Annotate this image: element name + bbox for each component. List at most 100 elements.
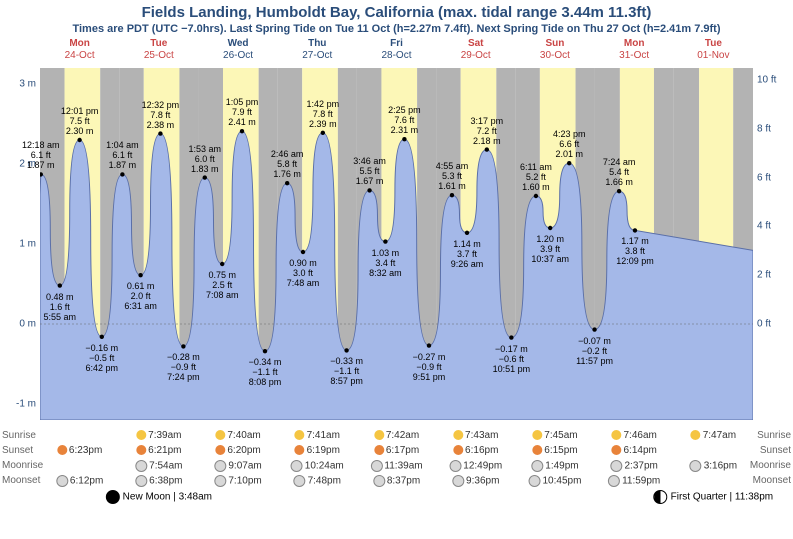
tide-annotation: −0.28 m−0.9 ft7:24 pm bbox=[167, 352, 200, 382]
tide-annotation: 1:04 am6.1 ft1.87 m bbox=[106, 140, 139, 170]
day-label: Sat29-Oct bbox=[436, 38, 515, 62]
moonrise-time: 1:49pm bbox=[531, 460, 578, 472]
tide-annotation: 0.75 m2.5 ft7:08 am bbox=[206, 270, 239, 300]
sunset-time: 6:14pm bbox=[611, 445, 656, 456]
moonset-time: 6:12pm bbox=[56, 475, 103, 487]
row-label: Moonrise bbox=[750, 460, 791, 471]
moonrise-time: 9:07am bbox=[214, 460, 261, 472]
sunrise-time: 7:42am bbox=[374, 430, 419, 441]
moon-phase: First Quarter | 11:38pm bbox=[654, 490, 773, 504]
sunset-icon bbox=[453, 445, 463, 455]
sunrise-time: 7:45am bbox=[532, 430, 577, 441]
sunset-time: 6:21pm bbox=[136, 445, 181, 456]
day-label: Tue01-Nov bbox=[674, 38, 753, 62]
tide-annotation: −0.33 m−1.1 ft8:57 pm bbox=[330, 356, 363, 386]
sunrise-icon bbox=[215, 430, 225, 440]
moonset-icon bbox=[528, 475, 540, 487]
tide-annotation: 0.48 m1.6 ft5:55 am bbox=[44, 292, 77, 322]
moonrise-icon bbox=[135, 460, 147, 472]
moonset-icon bbox=[294, 475, 306, 487]
y-tick-right: 8 ft bbox=[757, 123, 789, 134]
day-label: Thu27-Oct bbox=[278, 38, 357, 62]
y-tick-left: 1 m bbox=[4, 239, 36, 250]
moonset-time: 10:45pm bbox=[528, 475, 581, 487]
moonrise-time: 11:39am bbox=[370, 460, 422, 472]
day-label: Mon24-Oct bbox=[40, 38, 119, 62]
moonset-time: 11:59pm bbox=[608, 475, 660, 487]
sunrise-time: 7:41am bbox=[295, 430, 340, 441]
tide-annotation: 4:55 am5.3 ft1.61 m bbox=[436, 161, 469, 191]
day-label: Tue25-Oct bbox=[119, 38, 198, 62]
moon-phase-row: New Moon | 3:48amFirst Quarter | 11:38pm bbox=[40, 490, 753, 508]
moon-phase-icon bbox=[106, 490, 120, 504]
moonrise-icon bbox=[449, 460, 461, 472]
tide-annotation: 0.90 m3.0 ft7:48 am bbox=[287, 258, 320, 288]
moonrise-row: MoonriseMoonrise7:54am9:07am10:24am11:39… bbox=[40, 460, 753, 475]
moonset-icon bbox=[135, 475, 147, 487]
sunset-icon bbox=[57, 445, 67, 455]
moonrise-icon bbox=[690, 460, 702, 472]
sunset-time: 6:19pm bbox=[295, 445, 340, 456]
row-label: Moonrise bbox=[2, 460, 43, 471]
day-label: Wed26-Oct bbox=[198, 38, 277, 62]
moon-phase-icon bbox=[654, 490, 668, 504]
sunset-icon bbox=[532, 445, 542, 455]
sunset-icon bbox=[374, 445, 384, 455]
moonrise-time: 2:37pm bbox=[610, 460, 657, 472]
moonset-time: 7:48pm bbox=[294, 475, 341, 487]
tide-annotation: 3:17 pm7.2 ft2.18 m bbox=[471, 116, 504, 146]
sunrise-icon bbox=[611, 430, 621, 440]
tide-annotation: −0.27 m−0.9 ft9:51 pm bbox=[413, 352, 446, 382]
y-tick-right: 2 ft bbox=[757, 270, 789, 281]
sunrise-icon bbox=[374, 430, 384, 440]
tide-chart-svg bbox=[40, 40, 753, 420]
moonset-icon bbox=[452, 475, 464, 487]
day-label: Fri28-Oct bbox=[357, 38, 436, 62]
y-axis-right: 0 ft 2 ft 4 ft 6 ft 8 ft 10 ft bbox=[757, 40, 789, 420]
tide-annotation: 1.20 m3.9 ft10:37 am bbox=[531, 234, 569, 264]
tide-annotation: 12:32 pm7.8 ft2.38 m bbox=[142, 100, 180, 130]
tide-annotation: −0.07 m−0.2 ft11:57 pm bbox=[576, 336, 613, 366]
sunrise-icon bbox=[532, 430, 542, 440]
sunset-icon bbox=[295, 445, 305, 455]
sun-moon-table: SunriseSunrise7:39am7:40am7:41am7:42am7:… bbox=[40, 430, 753, 508]
y-tick-right: 0 ft bbox=[757, 319, 789, 330]
moonrise-icon bbox=[531, 460, 543, 472]
chart-title: Fields Landing, Humboldt Bay, California… bbox=[0, 4, 793, 21]
sunset-time: 6:20pm bbox=[215, 445, 260, 456]
sunset-icon bbox=[215, 445, 225, 455]
moonrise-icon bbox=[610, 460, 622, 472]
sunrise-time: 7:46am bbox=[611, 430, 656, 441]
moonset-icon bbox=[373, 475, 385, 487]
sunrise-time: 7:43am bbox=[453, 430, 498, 441]
y-tick-right: 4 ft bbox=[757, 221, 789, 232]
tide-annotation: −0.17 m−0.6 ft10:51 pm bbox=[493, 344, 531, 374]
row-label: Moonset bbox=[753, 475, 791, 486]
y-tick-right: 10 ft bbox=[757, 75, 789, 86]
tide-annotation: −0.34 m−1.1 ft8:08 pm bbox=[249, 357, 282, 387]
moonset-time: 6:38pm bbox=[135, 475, 182, 487]
tide-annotation: 4:23 pm6.6 ft2.01 m bbox=[553, 129, 586, 159]
sunset-row: SunsetSunset6:23pm6:21pm6:20pm6:19pm6:17… bbox=[40, 445, 753, 460]
tide-annotation: 12:01 pm7.5 ft2.30 m bbox=[61, 106, 99, 136]
moonset-icon bbox=[56, 475, 68, 487]
row-label: Sunset bbox=[2, 445, 33, 456]
tide-annotation: 1:05 pm7.9 ft2.41 m bbox=[226, 97, 259, 127]
moonrise-time: 12:49pm bbox=[449, 460, 502, 472]
sunrise-time: 7:40am bbox=[215, 430, 260, 441]
tide-annotation: 12:18 am6.1 ft1.87 m bbox=[22, 140, 60, 170]
y-tick-left: 3 m bbox=[4, 79, 36, 90]
moonset-time: 7:10pm bbox=[214, 475, 261, 487]
moonset-time: 8:37pm bbox=[373, 475, 420, 487]
y-tick-right: 6 ft bbox=[757, 172, 789, 183]
tide-annotation: 1:53 am6.0 ft1.83 m bbox=[189, 144, 222, 174]
moonrise-icon bbox=[370, 460, 382, 472]
moonrise-icon bbox=[291, 460, 303, 472]
moonset-icon bbox=[214, 475, 226, 487]
moonset-time: 9:36pm bbox=[452, 475, 499, 487]
tide-annotation: 6:11 am5.2 ft1.60 m bbox=[520, 162, 552, 192]
row-label: Sunset bbox=[760, 445, 791, 456]
sunset-time: 6:16pm bbox=[453, 445, 498, 456]
tide-annotation: 1.03 m3.4 ft8:32 am bbox=[369, 248, 402, 278]
sunrise-icon bbox=[453, 430, 463, 440]
